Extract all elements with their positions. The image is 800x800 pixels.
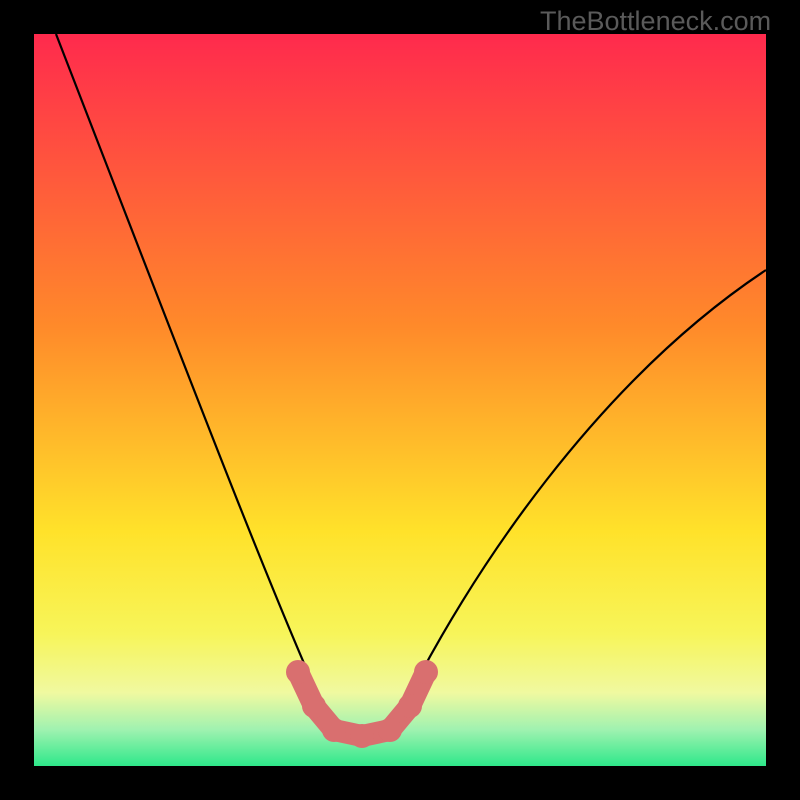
- chart-plot-area: [34, 34, 766, 766]
- watermark-text: TheBottleneck.com: [540, 6, 771, 37]
